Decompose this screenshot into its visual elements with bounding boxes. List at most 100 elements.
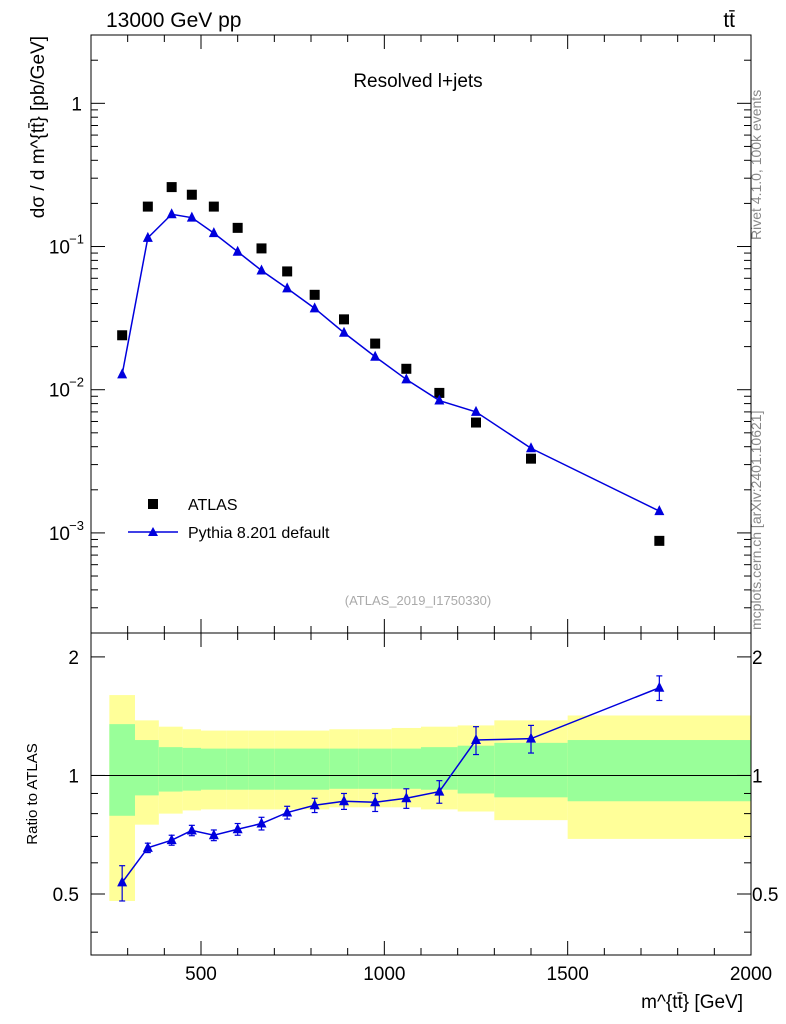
ratio-inner-band: [329, 748, 359, 789]
ratio-data-point: [471, 734, 481, 745]
ratio-inner-band: [274, 748, 300, 790]
main-y-tick-label: 10: [49, 238, 70, 259]
x-tick-label: 500: [185, 964, 217, 985]
ratio-data-point: [186, 824, 197, 835]
pythia-data-point: [654, 505, 665, 516]
main-y-tick-label-exponent: −2: [69, 375, 84, 390]
atlas-data-point: [654, 535, 665, 546]
pythia-data-point: [232, 245, 243, 256]
atlas-data-point: [309, 289, 320, 300]
x-tick-label: 2000: [730, 964, 772, 985]
ratio-data-point: [117, 876, 128, 887]
panel-title: Resolved l+jets: [353, 71, 482, 92]
ratio-data-point: [526, 732, 536, 743]
main-y-tick-label: 10: [49, 381, 70, 402]
ratio-y-tick-label-right: 2: [752, 648, 763, 669]
analysis-id-label: (ATLAS_2019_I1750330): [345, 593, 491, 608]
energy-label: 13000 GeV pp: [106, 9, 241, 32]
ratio-series-line: [121, 687, 660, 883]
pythia-data-point: [339, 326, 349, 337]
pythia-data-point: [526, 442, 536, 453]
pythia-data-point: [370, 350, 381, 361]
mcplots-label: mcplots.cern.ch [arXiv:2401.10621]: [748, 411, 764, 630]
x-tick-label: 1000: [363, 964, 405, 985]
main-axis-ticks: [91, 34, 752, 634]
atlas-data-point: [208, 201, 219, 212]
legend-atlas-marker: [148, 499, 158, 509]
ratio-y-tick-label-right: 0.5: [752, 885, 778, 906]
legend-pythia-label: Pythia 8.201 default: [188, 525, 330, 542]
ratio-data-point: [339, 795, 349, 806]
atlas-data-point: [526, 453, 536, 464]
ratio-inner-band: [248, 748, 275, 790]
atlas-data-point: [282, 266, 293, 277]
atlas-data-point: [471, 417, 481, 428]
main-y-tick-label: 10: [49, 524, 70, 545]
ratio-y-tick-label-right: 1: [752, 766, 763, 787]
ratio-inner-band: [358, 748, 392, 789]
pythia-data-point: [208, 227, 219, 238]
ratio-data-point: [434, 785, 445, 796]
ratio-data-point: [142, 841, 153, 852]
ratio-inner-band: [109, 724, 135, 816]
ratio-inner-band: [182, 747, 201, 791]
atlas-data-point: [401, 363, 412, 374]
pythia-data-point: [117, 368, 128, 379]
ratio-inner-band: [567, 740, 751, 802]
pythia-data-point: [434, 394, 445, 405]
pythia-data-point: [256, 264, 267, 275]
x-axis-label: m^{tt̄} [GeV]: [641, 992, 743, 1013]
atlas-data-point: [256, 243, 267, 254]
atlas-data-point: [370, 338, 381, 349]
pythia-data-point: [309, 302, 320, 313]
ratio-data-point: [166, 834, 177, 845]
main-panel-frame: [90, 34, 752, 634]
pythia-series-line: [121, 213, 660, 512]
main-panel: 10 −310 −210 −11 Resolved l+jets (ATLAS_201…: [28, 34, 752, 634]
pythia-data-point: [186, 211, 197, 222]
ratio-y-tick-label-left: 0.5: [53, 885, 79, 906]
atlas-data-point: [339, 314, 349, 325]
legend-atlas-label: ATLAS: [188, 497, 238, 514]
ratio-data-point: [232, 823, 243, 834]
main-y-tick-label-exponent: −3: [69, 518, 84, 533]
legend: ATLAS Pythia 8.201 default: [128, 497, 330, 542]
pythia-data-point: [282, 282, 293, 293]
ratio-inner-band: [226, 748, 249, 790]
pythia-data-point: [166, 208, 177, 219]
pythia-data-point: [471, 405, 481, 416]
ratio-y-tick-label-left: 1: [68, 766, 79, 787]
main-y-tick-labels: 10 −310 −210 −11: [49, 94, 84, 545]
ratio-data-point: [654, 681, 665, 692]
ratio-data-point: [208, 829, 219, 840]
ratio-inner-band: [300, 748, 330, 790]
legend-pythia-marker: [148, 527, 158, 536]
ratio-data-point: [256, 817, 267, 828]
atlas-data-point: [142, 201, 153, 212]
main-y-tick-label-exponent: −1: [69, 232, 84, 247]
ratio-inner-band: [135, 740, 159, 796]
atlas-data-point: [186, 189, 197, 200]
ratio-panel: 0.5 0.5 1 1 2 2 500 1000 1500 2000 Ratio to ATLAS…: [24, 632, 779, 1013]
pythia-data-point: [401, 373, 412, 384]
ratio-y-axis-label: Ratio to ATLAS: [24, 743, 41, 844]
atlas-data-point: [434, 387, 445, 398]
pythia-data-point: [142, 231, 153, 242]
main-y-axis-label: dσ / d m^{tt̄} [pb/GeV]: [28, 36, 49, 218]
process-label: tt̄: [723, 9, 735, 32]
ratio-inner-band: [391, 748, 421, 789]
atlas-data-point: [117, 330, 128, 341]
ratio-data-point: [309, 799, 320, 810]
ratio-data-point: [401, 792, 412, 803]
ratio-data-point: [282, 806, 293, 817]
atlas-data-point: [166, 182, 177, 193]
ratio-y-tick-label-left: 2: [68, 648, 79, 669]
atlas-data-point: [232, 222, 243, 233]
ratio-data-point: [370, 796, 381, 807]
x-tick-label: 1500: [547, 964, 589, 985]
rivet-version-label: Rivet 4.1.0, 100k events: [748, 90, 764, 240]
ratio-tick-labels: 0.5 0.5 1 1 2 2 500 1000 1500 2000: [53, 648, 779, 985]
ratio-inner-band: [158, 747, 183, 792]
ratio-inner-band: [201, 748, 227, 790]
